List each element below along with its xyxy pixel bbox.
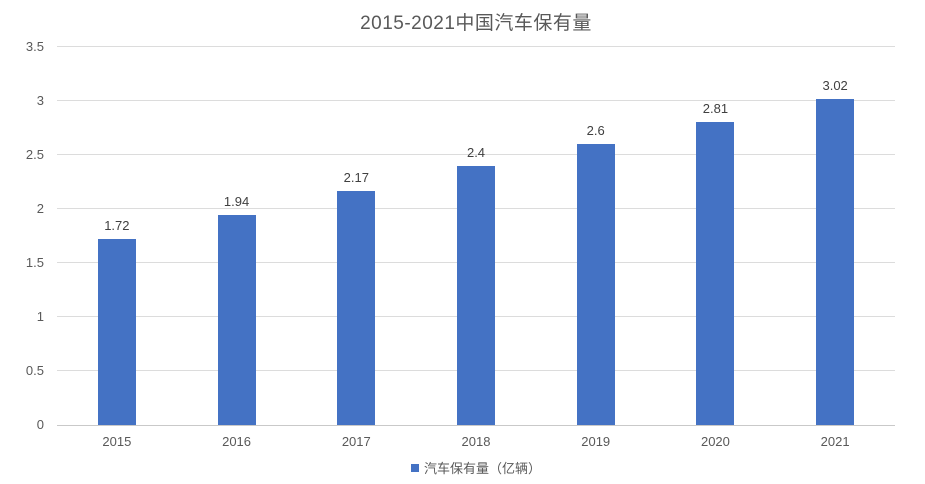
y-tick-label: 2 [36,201,44,216]
bar-value-label: 2.4 [466,144,486,160]
y-tick-label: 2.5 [25,146,44,162]
x-tick-label: 2017 [341,434,371,449]
gridline [57,99,895,101]
y-tick-label: 3 [36,92,44,108]
chart-title: 2015-2021中国汽车保有量 [360,13,592,34]
bar-value-label: 2.17 [343,169,369,185]
gridline [57,153,895,155]
bar-2017[interactable] [337,190,376,425]
bar-2016[interactable] [217,215,256,425]
bar-2021[interactable] [816,98,855,425]
bar-2015[interactable] [97,239,136,425]
y-tick-label: 3.5 [25,39,44,54]
y-tick-label: 0 [36,417,44,432]
x-tick-label: 2019 [581,434,611,449]
bar-value-label: 2.81 [702,100,729,116]
x-tick-label: 2016 [222,434,252,449]
bar-value-label: 1.72 [104,218,130,234]
y-tick-label: 0.5 [25,363,44,378]
x-tick-label: 2015 [102,434,132,449]
gridline [57,46,895,47]
bar-value-label: 2.6 [586,123,605,139]
x-tick-label: 2021 [820,434,850,449]
y-tick-label: 1 [36,309,44,324]
bar-value-label: 1.94 [223,194,250,210]
legend-label: 汽车保有量（亿辆） [423,461,541,476]
legend-marker-icon [410,463,419,472]
plot-area: 0 0.5 1 1.5 2 2.5 3 3.5 1.72 2015 1.94 2016 2.17 2017… [26,40,895,449]
bar-value-label: 3.02 [822,77,848,93]
x-tick-label: 2018 [461,434,491,449]
bar-2018[interactable] [457,165,495,425]
bar-2020[interactable] [696,121,735,425]
bar-2019[interactable] [576,144,615,425]
legend[interactable]: 汽车保有量（亿辆） [57,458,895,477]
x-tick-label: 2020 [700,434,730,449]
y-tick-label: 1.5 [25,254,44,270]
